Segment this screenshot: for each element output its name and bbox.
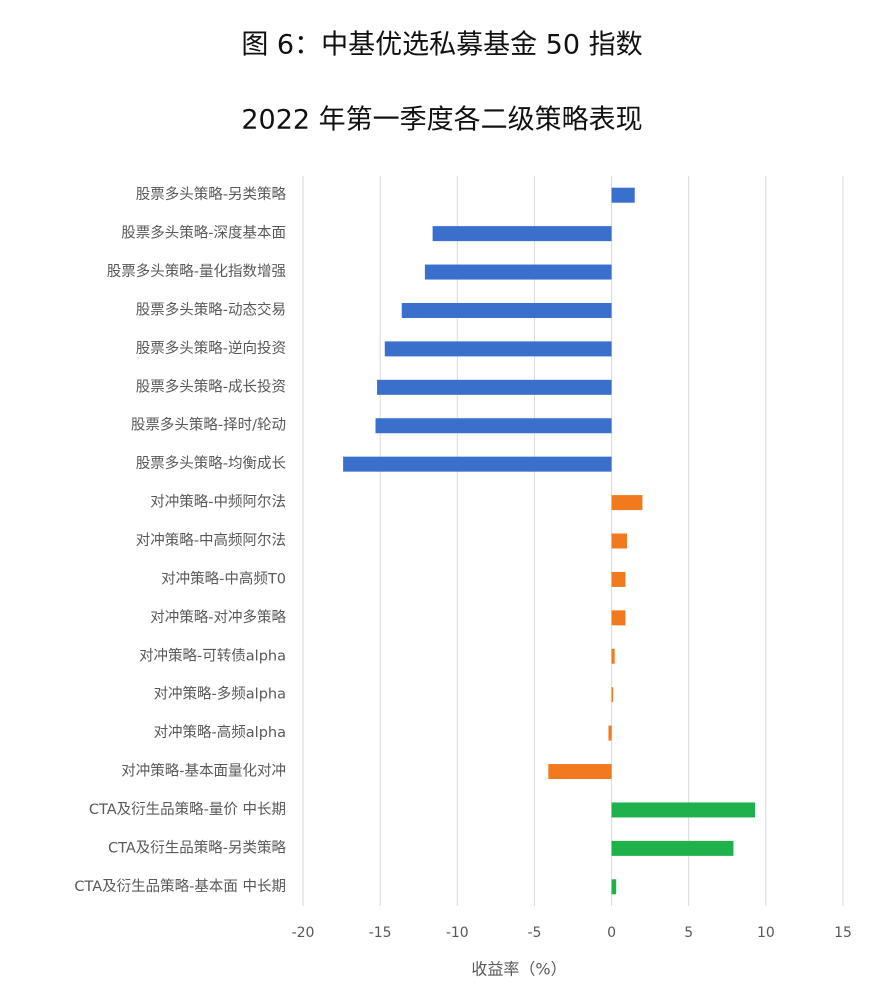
y-tick-label: 股票多头策略-另类策略 xyxy=(136,186,287,203)
x-tick-label: 10 xyxy=(757,925,775,941)
bar xyxy=(375,418,612,434)
y-tick-label: 股票多头策略-动态交易 xyxy=(136,300,286,318)
y-tick-label: 对冲策略-高频alpha xyxy=(154,724,286,741)
x-tick-label: -15 xyxy=(369,925,392,941)
x-tick-label: -5 xyxy=(527,925,541,941)
bar xyxy=(424,264,612,280)
y-tick-label: 对冲策略-可转债alpha xyxy=(139,647,286,664)
chart-subtitle: 2022 年第一季度各二级策略表现 xyxy=(241,105,642,136)
y-tick-label: 对冲策略-中频阿尔法 xyxy=(150,494,286,511)
bar xyxy=(377,379,612,395)
bar xyxy=(611,687,614,703)
x-tick-label: -10 xyxy=(446,925,469,941)
bar xyxy=(611,610,626,626)
y-tick-label: 股票多头策略-量化指数增强 xyxy=(107,263,286,280)
bar xyxy=(611,840,734,856)
y-tick-label: 股票多头策略-深度基本面 xyxy=(121,225,286,242)
x-tick-label: 5 xyxy=(684,925,693,941)
y-tick-label: CTA及衍生品策略-另类策略 xyxy=(108,839,287,856)
bar xyxy=(611,495,643,511)
bar xyxy=(611,571,626,587)
y-tick-label: 股票多头策略-均衡成长 xyxy=(136,455,287,472)
y-tick-label: 对冲策略-基本面量化对冲 xyxy=(121,763,286,780)
bar xyxy=(432,226,612,242)
bar xyxy=(611,879,617,895)
bar xyxy=(384,341,612,357)
bar xyxy=(608,725,612,741)
y-tick-label: 股票多头策略-成长投资 xyxy=(136,378,286,395)
bar xyxy=(611,802,756,818)
bar xyxy=(343,456,612,472)
y-tick-label: 股票多头策略-逆向投资 xyxy=(136,340,286,357)
y-tick-label: 股票多头策略-择时/轮动 xyxy=(131,417,286,434)
y-tick-label: 对冲策略-中高频T0 xyxy=(161,570,286,587)
x-tick-label: 0 xyxy=(607,925,616,941)
bar xyxy=(611,187,635,203)
x-tick-label: -20 xyxy=(292,925,315,941)
y-tick-label: CTA及衍生品策略-量价 中长期 xyxy=(89,801,286,818)
x-axis-label: 收益率（%） xyxy=(471,960,566,979)
y-tick-label: CTA及衍生品策略-基本面 中长期 xyxy=(74,878,286,895)
chart-title: 图 6：中基优选私募基金 50 指数 xyxy=(241,30,642,61)
bar xyxy=(401,302,612,318)
y-tick-label: 对冲策略-对冲多策略 xyxy=(150,609,286,626)
bar xyxy=(611,648,615,664)
bar xyxy=(548,764,612,780)
x-tick-label: 15 xyxy=(834,925,852,941)
y-tick-label: 对冲策略-中高频阿尔法 xyxy=(136,532,286,549)
y-tick-label: 对冲策略-多频alpha xyxy=(154,686,286,703)
bar xyxy=(611,533,627,549)
